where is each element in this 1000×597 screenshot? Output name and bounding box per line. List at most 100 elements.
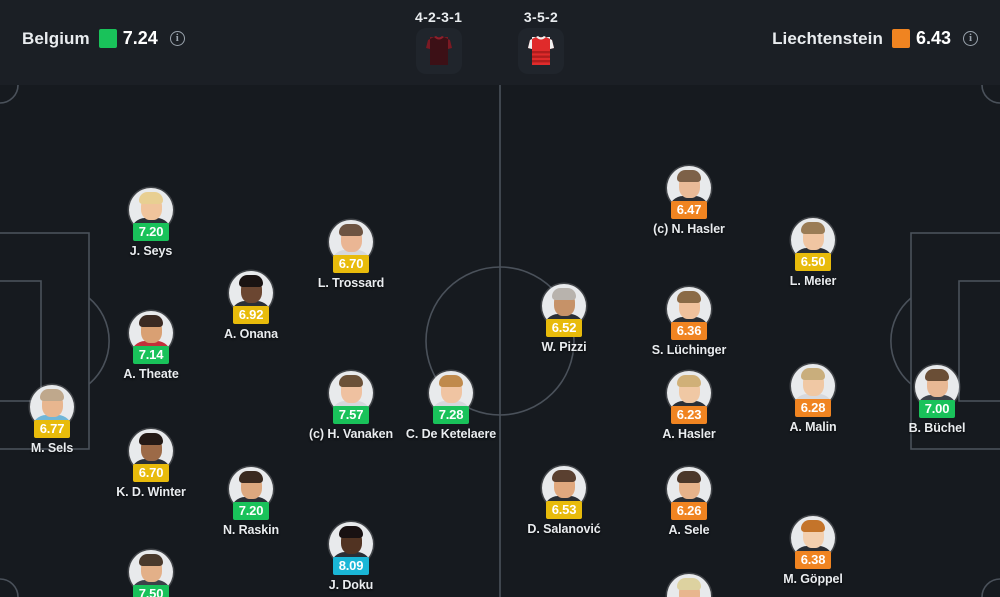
home-formation-label: 4-2-3-1 (415, 9, 463, 25)
player-rating-badge: 7.00 (919, 400, 955, 418)
player-rating-badge: 6.47 (671, 201, 707, 219)
player-card[interactable]: 6.36 S. Lüchinger (637, 287, 741, 358)
player-card[interactable]: 7.57 (c) H. Vanaken (299, 371, 403, 442)
player-name: A. Malin (789, 420, 837, 434)
avatar-hair (677, 291, 701, 303)
player-name: A. Sele (668, 523, 710, 537)
avatar-hair (552, 470, 576, 482)
player-rating-badge: 6.53 (546, 501, 582, 519)
player-name: J. Doku (328, 578, 374, 592)
player-rating-badge: 6.26 (671, 502, 707, 520)
home-jersey-icon (415, 28, 462, 74)
player-card[interactable]: 6.47 (c) N. Hasler (637, 166, 741, 237)
avatar-hair (925, 369, 949, 381)
player-name: (c) H. Vanaken (308, 427, 394, 441)
player-avatar (667, 574, 711, 597)
player-card[interactable]: 8.09 J. Doku (299, 522, 403, 593)
home-team-rating-swatch (98, 29, 117, 48)
away-formation: 3-5-2 (518, 9, 564, 74)
player-card[interactable]: 7.50T. Castagne (99, 550, 203, 597)
avatar-hair (552, 288, 576, 300)
player-rating-badge: 6.50 (795, 253, 831, 271)
player-rating-badge: 6.52 (546, 319, 582, 337)
avatar-hair (677, 471, 701, 483)
away-team-summary[interactable]: Liechtenstein 6.43 i (772, 28, 978, 49)
player-rating-badge: 6.23 (671, 406, 707, 424)
player-card[interactable]: 6.92 A. Onana (199, 271, 303, 342)
player-card[interactable]: 7.28 C. De Ketelaere (399, 371, 503, 442)
player-name: A. Theate (123, 367, 179, 381)
avatar-hair (339, 375, 363, 387)
player-card[interactable]: 6.38 M. Göppel (761, 516, 865, 587)
player-card[interactable]: 7.00 B. Büchel (885, 365, 989, 436)
player-rating-badge: 7.28 (433, 406, 469, 424)
player-name: L. Meier (789, 274, 837, 288)
pitch: 6.77 M. Sels 7.20 J. Seys 7.14 A. Theate 6.70 K… (0, 85, 1000, 597)
player-card[interactable]: 7.20 J. Seys (99, 188, 203, 259)
player-rating-badge: 7.57 (333, 406, 369, 424)
player-name: (c) N. Hasler (653, 222, 725, 236)
away-jersey-icon (518, 28, 564, 74)
avatar-hair (339, 526, 363, 538)
player-name: A. Hasler (662, 427, 716, 441)
player-rating-badge: 7.20 (233, 502, 269, 520)
player-name: L. Trossard (317, 276, 385, 290)
avatar-hair (239, 275, 263, 287)
player-card[interactable]: 6.70 L. Trossard (299, 220, 403, 291)
player-rating-badge: 6.70 (333, 255, 369, 273)
player-name: A. Onana (223, 327, 279, 341)
avatar-hair (801, 222, 825, 234)
player-rating-badge: 6.70 (133, 464, 169, 482)
player-card[interactable]: 6.54E. Zünd (637, 574, 741, 597)
avatar-hair (139, 315, 163, 327)
info-icon[interactable]: i (963, 31, 978, 46)
avatar-hair (439, 375, 463, 387)
player-name: W. Pizzi (541, 340, 587, 354)
avatar-hair (677, 578, 701, 590)
avatar-hair (139, 433, 163, 445)
player-name: M. Sels (30, 441, 74, 455)
player-name: C. De Ketelaere (405, 427, 497, 441)
avatar-hair (139, 554, 163, 566)
player-name: D. Salanović (527, 522, 601, 536)
player-card[interactable]: 6.50 L. Meier (761, 218, 865, 289)
away-formation-label: 3-5-2 (523, 9, 559, 25)
player-name: J. Seys (129, 244, 173, 258)
player-rating-badge: 7.50 (133, 585, 169, 597)
away-team-rating: 6.43 (915, 28, 951, 48)
player-card[interactable]: 6.53 D. Salanović (512, 466, 616, 537)
avatar-hair (801, 520, 825, 532)
player-name: K. D. Winter (116, 485, 186, 499)
pitch-markings (0, 85, 1000, 597)
player-name: M. Göppel (783, 572, 843, 586)
player-name: N. Raskin (222, 523, 280, 537)
player-card[interactable]: 6.70 K. D. Winter (99, 429, 203, 500)
home-team-summary[interactable]: Belgium 7.24 i (22, 28, 185, 49)
away-team-name: Liechtenstein (772, 28, 883, 48)
player-card[interactable]: 7.20 N. Raskin (199, 467, 303, 538)
match-header: Belgium 7.24 i 4-2-3-1 3-5-2 (0, 0, 1000, 85)
player-rating-badge: 8.09 (333, 557, 369, 575)
player-rating-badge: 6.38 (795, 551, 831, 569)
player-rating-badge: 7.20 (133, 223, 169, 241)
player-card[interactable]: 7.14 A. Theate (99, 311, 203, 382)
player-rating-badge: 6.28 (795, 399, 831, 417)
away-team-rating-swatch (891, 29, 910, 48)
avatar-hair (677, 170, 701, 182)
player-rating-badge: 6.92 (233, 306, 269, 324)
player-rating-badge: 7.14 (133, 346, 169, 364)
player-card[interactable]: 6.52 W. Pizzi (512, 284, 616, 355)
home-team-name: Belgium (22, 28, 90, 48)
player-card[interactable]: 6.77 M. Sels (0, 385, 104, 456)
info-icon[interactable]: i (169, 31, 185, 46)
player-card[interactable]: 6.26 A. Sele (637, 467, 741, 538)
player-name: S. Lüchinger (651, 343, 727, 357)
player-card[interactable]: 6.23 A. Hasler (637, 371, 741, 442)
player-rating-badge: 6.36 (671, 322, 707, 340)
home-formation: 4-2-3-1 (415, 9, 462, 74)
avatar-hair (139, 192, 163, 204)
player-card[interactable]: 6.28 A. Malin (761, 364, 865, 435)
avatar-hair (40, 389, 64, 401)
player-name: B. Büchel (908, 421, 966, 435)
